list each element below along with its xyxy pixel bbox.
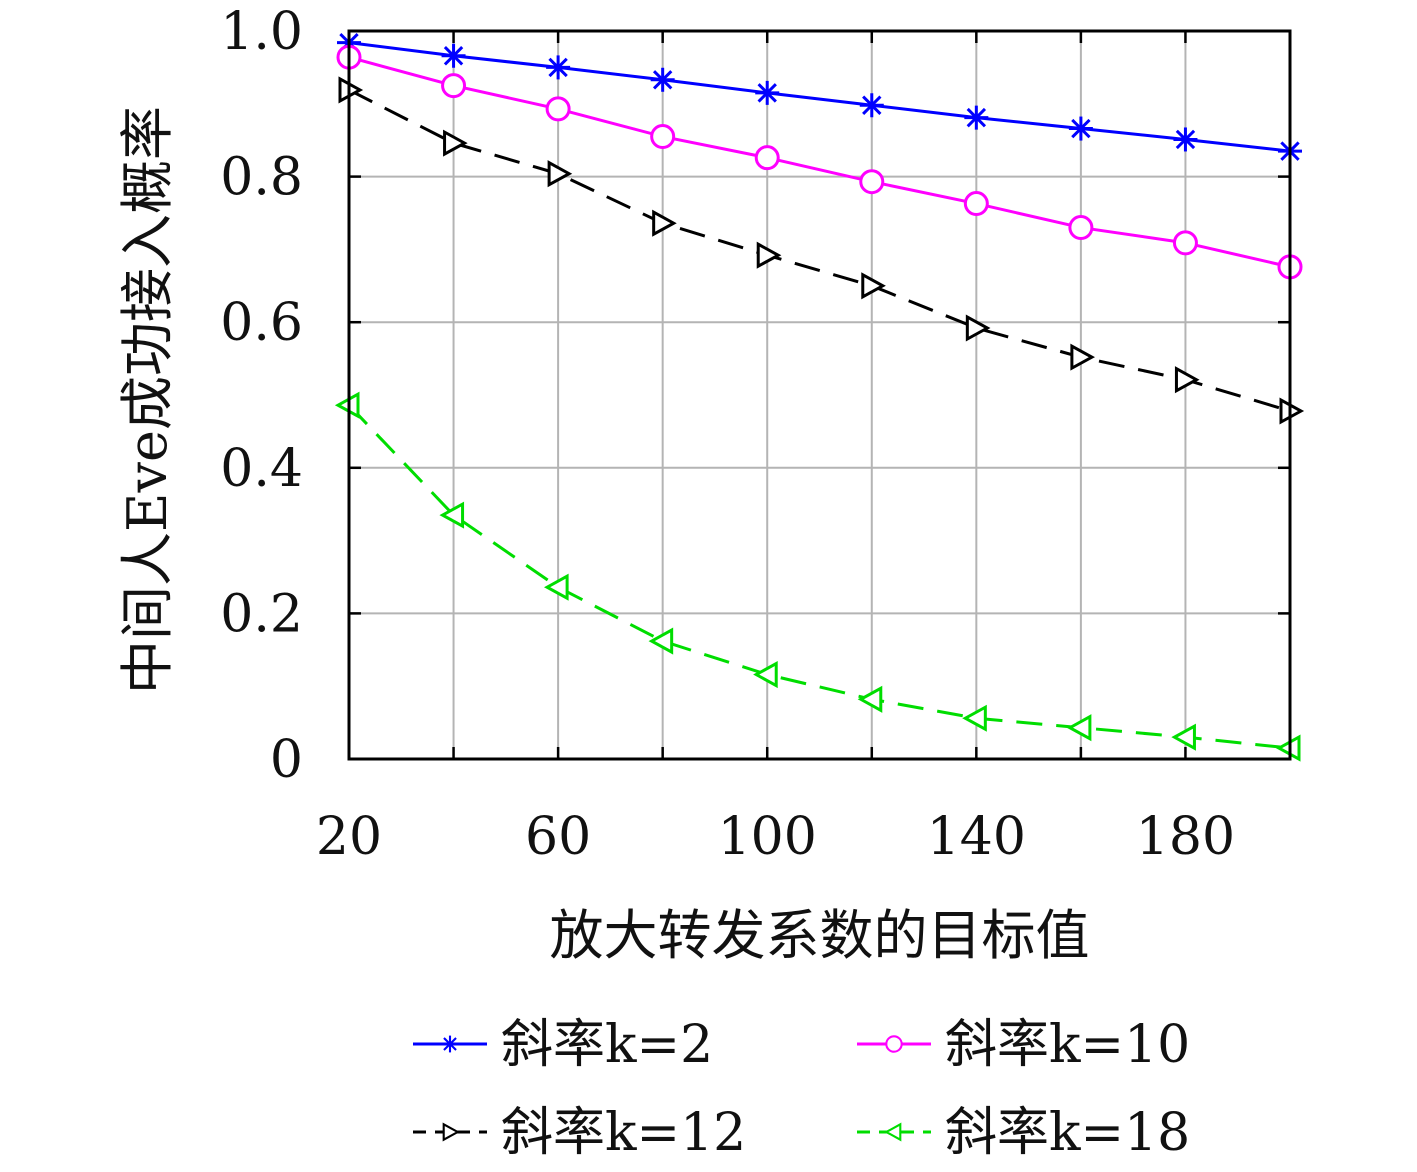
data-point-triangle xyxy=(753,661,778,689)
legend: 斜率k=2 斜率k=10 斜率k=12 斜率k=18 xyxy=(413,1015,1190,1163)
axis-ticks xyxy=(347,29,1292,761)
series-3 xyxy=(338,76,1305,425)
x-tick-label: 60 xyxy=(525,807,591,867)
data-point-triangle xyxy=(1070,343,1096,371)
data-point-triangle xyxy=(442,1122,460,1142)
series-line xyxy=(347,404,1291,750)
y-tick-label: 1.0 xyxy=(220,2,303,62)
legend-label: 斜率k=10 xyxy=(945,1015,1190,1075)
x-tick-label: 100 xyxy=(718,807,817,867)
data-point-circle xyxy=(963,191,989,217)
y-tick-label: 0.6 xyxy=(220,293,303,353)
data-point-asterisk xyxy=(441,1035,459,1053)
series-2 xyxy=(336,44,1303,280)
y-tick-label: 0.4 xyxy=(220,439,303,499)
data-point-asterisk xyxy=(441,43,466,68)
data-point-triangle xyxy=(543,573,569,601)
data-point-circle xyxy=(885,1035,903,1053)
series-line xyxy=(348,88,1291,413)
legend-item: 斜率k=12 xyxy=(413,1103,746,1163)
legend-item: 斜率k=18 xyxy=(857,1103,1190,1163)
y-axis-title: 中间人Eve成功接入概率 xyxy=(116,106,179,694)
data-point-triangle xyxy=(756,241,782,269)
data-point-triangle xyxy=(648,627,674,655)
data-point-circle xyxy=(754,145,780,171)
x-axis-title: 放大转发系数的目标值 xyxy=(550,904,1090,967)
x-tick-label: 180 xyxy=(1136,807,1235,867)
data-point-asterisk xyxy=(964,105,989,130)
data-point-triangle xyxy=(962,704,987,732)
y-tick-label: 0.8 xyxy=(220,148,303,208)
data-point-circle xyxy=(441,73,467,99)
data-point-asterisk xyxy=(546,55,571,80)
grid-lines xyxy=(349,31,1290,759)
data-point-triangle xyxy=(1066,714,1092,742)
data-point-triangle xyxy=(547,160,573,188)
data-point-triangle xyxy=(1171,723,1196,751)
legend-label: 斜率k=2 xyxy=(501,1015,713,1075)
plot-frame xyxy=(347,29,1292,761)
series-1 xyxy=(337,30,1302,164)
data-point-triangle xyxy=(1174,366,1200,394)
x-tick-label: 20 xyxy=(316,807,382,867)
series-line xyxy=(348,41,1291,153)
data-point-circle xyxy=(859,169,885,195)
x-tick-label: 140 xyxy=(927,807,1026,867)
data-point-asterisk xyxy=(1173,127,1198,152)
data-point-circle xyxy=(650,124,676,150)
data-point-triangle xyxy=(439,501,465,529)
legend-item: 斜率k=10 xyxy=(857,1015,1190,1075)
series-4 xyxy=(334,391,1301,762)
data-point-triangle xyxy=(443,129,468,157)
data-point-triangle xyxy=(861,272,886,300)
legend-item: 斜率k=2 xyxy=(413,1015,713,1075)
data-point-asterisk xyxy=(650,67,675,92)
legend-label: 斜率k=18 xyxy=(945,1103,1190,1163)
legend-label: 斜率k=12 xyxy=(501,1103,746,1163)
data-point-triangle xyxy=(884,1122,902,1142)
series-line xyxy=(348,55,1291,269)
y-tick-label: 0 xyxy=(270,730,303,790)
data-point-triangle xyxy=(652,209,677,237)
tick-labels: 20 60 100 140 180 0 0.2 0.4 0.6 0.8 1.0 xyxy=(220,2,1235,867)
data-point-triangle xyxy=(965,314,991,342)
data-point-asterisk xyxy=(859,93,884,118)
data-point-triangle xyxy=(857,685,883,713)
data-point-asterisk xyxy=(755,80,780,105)
y-tick-label: 0.2 xyxy=(220,584,303,644)
data-point-circle xyxy=(1172,230,1198,256)
data-point-circle xyxy=(1068,215,1094,241)
data-point-asterisk xyxy=(1068,116,1093,141)
series-group xyxy=(334,30,1305,762)
data-point-circle xyxy=(545,96,571,122)
